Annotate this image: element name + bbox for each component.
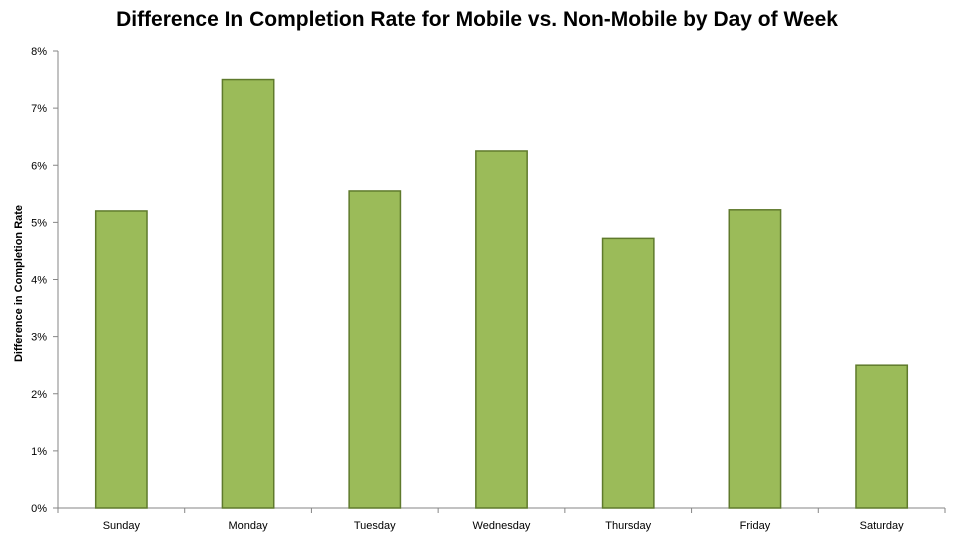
x-tick-label: Saturday bbox=[860, 520, 905, 532]
bar-thursday bbox=[601, 237, 655, 509]
bar-saturday bbox=[855, 364, 909, 509]
y-tick-label: 5% bbox=[31, 217, 47, 229]
x-tick-label: Sunday bbox=[103, 520, 141, 532]
bar-sunday bbox=[94, 210, 148, 509]
y-tick-label: 2% bbox=[31, 389, 47, 401]
x-tick-label: Wednesday bbox=[473, 520, 531, 532]
y-tick-label: 8% bbox=[31, 46, 47, 58]
x-tick-label: Friday bbox=[740, 520, 771, 532]
x-tick-label: Tuesday bbox=[354, 520, 396, 532]
bar-wednesday bbox=[475, 150, 528, 509]
x-tick-label: Monday bbox=[229, 520, 269, 532]
bar-friday bbox=[728, 209, 782, 509]
chart-title: Difference In Completion Rate for Mobile… bbox=[116, 8, 838, 31]
bar-tuesday bbox=[348, 190, 402, 509]
y-tick-label: 7% bbox=[31, 103, 47, 115]
labels: 0% 1% 2% 3% 4% 5% 6% 7% 8% Difference in Completi… bbox=[13, 46, 904, 532]
y-tick-label: 1% bbox=[31, 446, 47, 458]
y-tick-label: 3% bbox=[31, 332, 47, 344]
y-axis-label: Difference in Completion Rate bbox=[13, 205, 25, 362]
y-tick-label: 4% bbox=[31, 275, 47, 287]
y-tick-label: 0% bbox=[31, 503, 47, 515]
bars bbox=[94, 78, 909, 509]
y-tick-label: 6% bbox=[31, 160, 47, 172]
x-tick-label: Thursday bbox=[605, 520, 651, 532]
bar-monday bbox=[221, 78, 275, 509]
